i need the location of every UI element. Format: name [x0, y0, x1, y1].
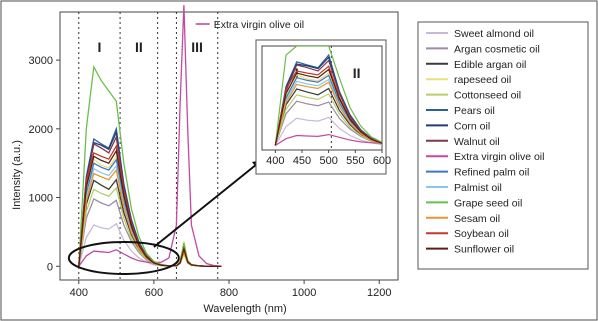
- inset-x-tick-label-400: 400: [266, 155, 284, 167]
- inset-x-tick-label-500: 500: [319, 155, 337, 167]
- legend-label-pears-oil: Pears oil: [454, 105, 495, 117]
- inset-series-line-sunflower-oil: [274, 68, 382, 146]
- inset-x-tick-label-550: 550: [346, 155, 364, 167]
- x-tick-label-1200: 1200: [367, 287, 391, 299]
- region-label-ii: II: [135, 39, 143, 55]
- legend: Sweet almond oil Argan cosmetic oil Edible…: [417, 21, 589, 270]
- inset-series-group: [274, 46, 382, 147]
- inset-series-line-refined-palm-oil: [274, 74, 382, 146]
- inset-series-line-sweet-almond-oil: [274, 116, 382, 146]
- inset-x-tick-label-600: 600: [373, 155, 391, 167]
- x-tick-label-800: 800: [220, 287, 238, 299]
- legend-label-rapeseed-oil: rapeseed oil: [454, 74, 511, 86]
- y-tick-label-3000: 3000: [29, 55, 53, 67]
- highlight-label: Extra virgin olive oil: [214, 19, 304, 31]
- inset-series-line-sesam-oil: [274, 81, 382, 146]
- inset-series-line-walnut-oil: [274, 59, 382, 146]
- legend-label-edible-argan-oil: Edible argan oil: [454, 59, 526, 71]
- legend-label-walnut-oil: Walnut oil: [454, 136, 500, 148]
- x-tick-label-600: 600: [145, 287, 163, 299]
- zoom-ellipse: [67, 241, 180, 276]
- region-label-i: I: [97, 39, 101, 55]
- legend-label-palmist-oil: Palmist oil: [454, 182, 502, 194]
- legend-label-grape-seed-oil: Grape seed oil: [454, 197, 522, 209]
- legend-label-sweet-almond-oil: Sweet almond oil: [454, 28, 534, 40]
- inset-series-line-rapeseed-oil: [274, 72, 382, 146]
- inset-series-line-edible-argan-oil: [274, 87, 382, 146]
- inset-series-line-corn-oil: [274, 56, 382, 146]
- inset-series-line-pears-oil: [274, 53, 382, 146]
- legend-label-refined-palm-oil: Refined palm oil: [454, 167, 529, 179]
- legend-label-corn-oil: Corn oil: [454, 120, 490, 132]
- zoom-arrow: [153, 159, 263, 248]
- x-tick-label-1000: 1000: [292, 287, 316, 299]
- inset-region-label-ii: II: [353, 65, 361, 81]
- legend-label-argan-cosmetic-oil: Argan cosmetic oil: [454, 43, 540, 55]
- legend-label-extra-virgin-olive-oil: Extra virgin olive oil: [454, 151, 544, 163]
- legend-label-sunflower-oil: Sunflower oil: [454, 244, 514, 256]
- legend-label-soybean-oil: Soybean oil: [454, 228, 509, 240]
- y-tick-label-1000: 1000: [29, 193, 53, 205]
- legend-label-cottonseed-oil: Cottonseed oil: [454, 90, 521, 102]
- inset-series-line-extra-virgin-olive-oil: [274, 133, 382, 147]
- inset-series-line-argan-cosmetic-oil: [274, 100, 382, 146]
- y-tick-label-2000: 2000: [29, 124, 53, 136]
- series-line-sunflower-oil: [78, 148, 222, 267]
- x-tick-label-400: 400: [70, 287, 88, 299]
- x-axis-label: Wavelength (nm): [203, 303, 286, 315]
- y-tick-label-0: 0: [47, 261, 53, 273]
- legend-label-sesam-oil: Sesam oil: [454, 213, 500, 225]
- inset-series-line-soybean-oil: [274, 65, 382, 146]
- inset-series-line-palmist-oil: [274, 78, 382, 146]
- inset-x-tick-label-450: 450: [293, 155, 311, 167]
- inset-series-line-cottonseed-oil: [274, 93, 382, 146]
- y-axis-label: Intensity (a.u.): [11, 140, 23, 210]
- region-label-iii: III: [191, 39, 203, 55]
